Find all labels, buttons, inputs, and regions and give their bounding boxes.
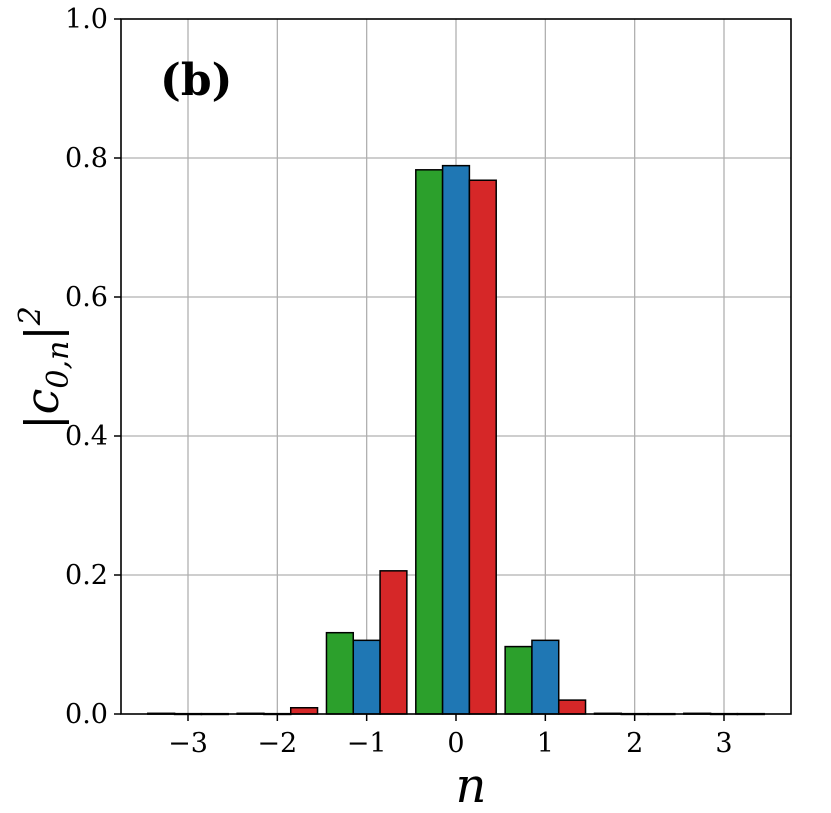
x-tick-label: −2 — [257, 728, 297, 759]
bar-series-3-n-2 — [289, 706, 319, 715]
bar-series-2-n1 — [531, 639, 560, 715]
y-axis-label-subscript: 0,n — [41, 341, 76, 389]
y-tick-label: 0.6 — [65, 282, 108, 313]
y-tick-label: 0.0 — [65, 699, 108, 730]
y-tick-label: 0.4 — [65, 421, 108, 452]
bar-series-1-n0 — [415, 169, 444, 715]
y-axis-label-superscript: 2 — [13, 306, 48, 326]
x-tick-label: 3 — [715, 728, 732, 759]
x-tick-label: 1 — [537, 728, 554, 759]
bar-series-1-n-1 — [325, 631, 355, 715]
x-axis-label: n — [456, 758, 487, 813]
x-tick-label: 0 — [447, 728, 464, 759]
x-tick-label: 2 — [626, 728, 643, 759]
bar-series-2-n0 — [441, 164, 471, 715]
x-tick-label: −1 — [347, 728, 387, 759]
bar-series-3-n-1 — [379, 570, 408, 715]
y-tick-label: 1.0 — [65, 4, 108, 35]
bars — [147, 164, 765, 716]
bar-series-1-n1 — [504, 645, 533, 715]
y-axis-label-rest: | — [15, 325, 69, 341]
panel-label: (b) — [160, 55, 232, 106]
bar-series-3-n0 — [468, 179, 497, 715]
bar-series-2-n-1 — [352, 639, 381, 715]
y-axis-label: |c0,n|2 — [13, 306, 76, 430]
x-tick-label: −3 — [168, 728, 208, 759]
bar-series-3-n1 — [557, 699, 587, 715]
y-tick-label: 0.2 — [65, 560, 108, 591]
y-tick-label: 0.8 — [65, 143, 108, 174]
ticks: −3 −2 −1 0 1 2 3 0.0 0.2 0.4 0.6 0.8 1.0 — [65, 4, 733, 759]
y-axis-label-base: |c — [15, 389, 69, 430]
